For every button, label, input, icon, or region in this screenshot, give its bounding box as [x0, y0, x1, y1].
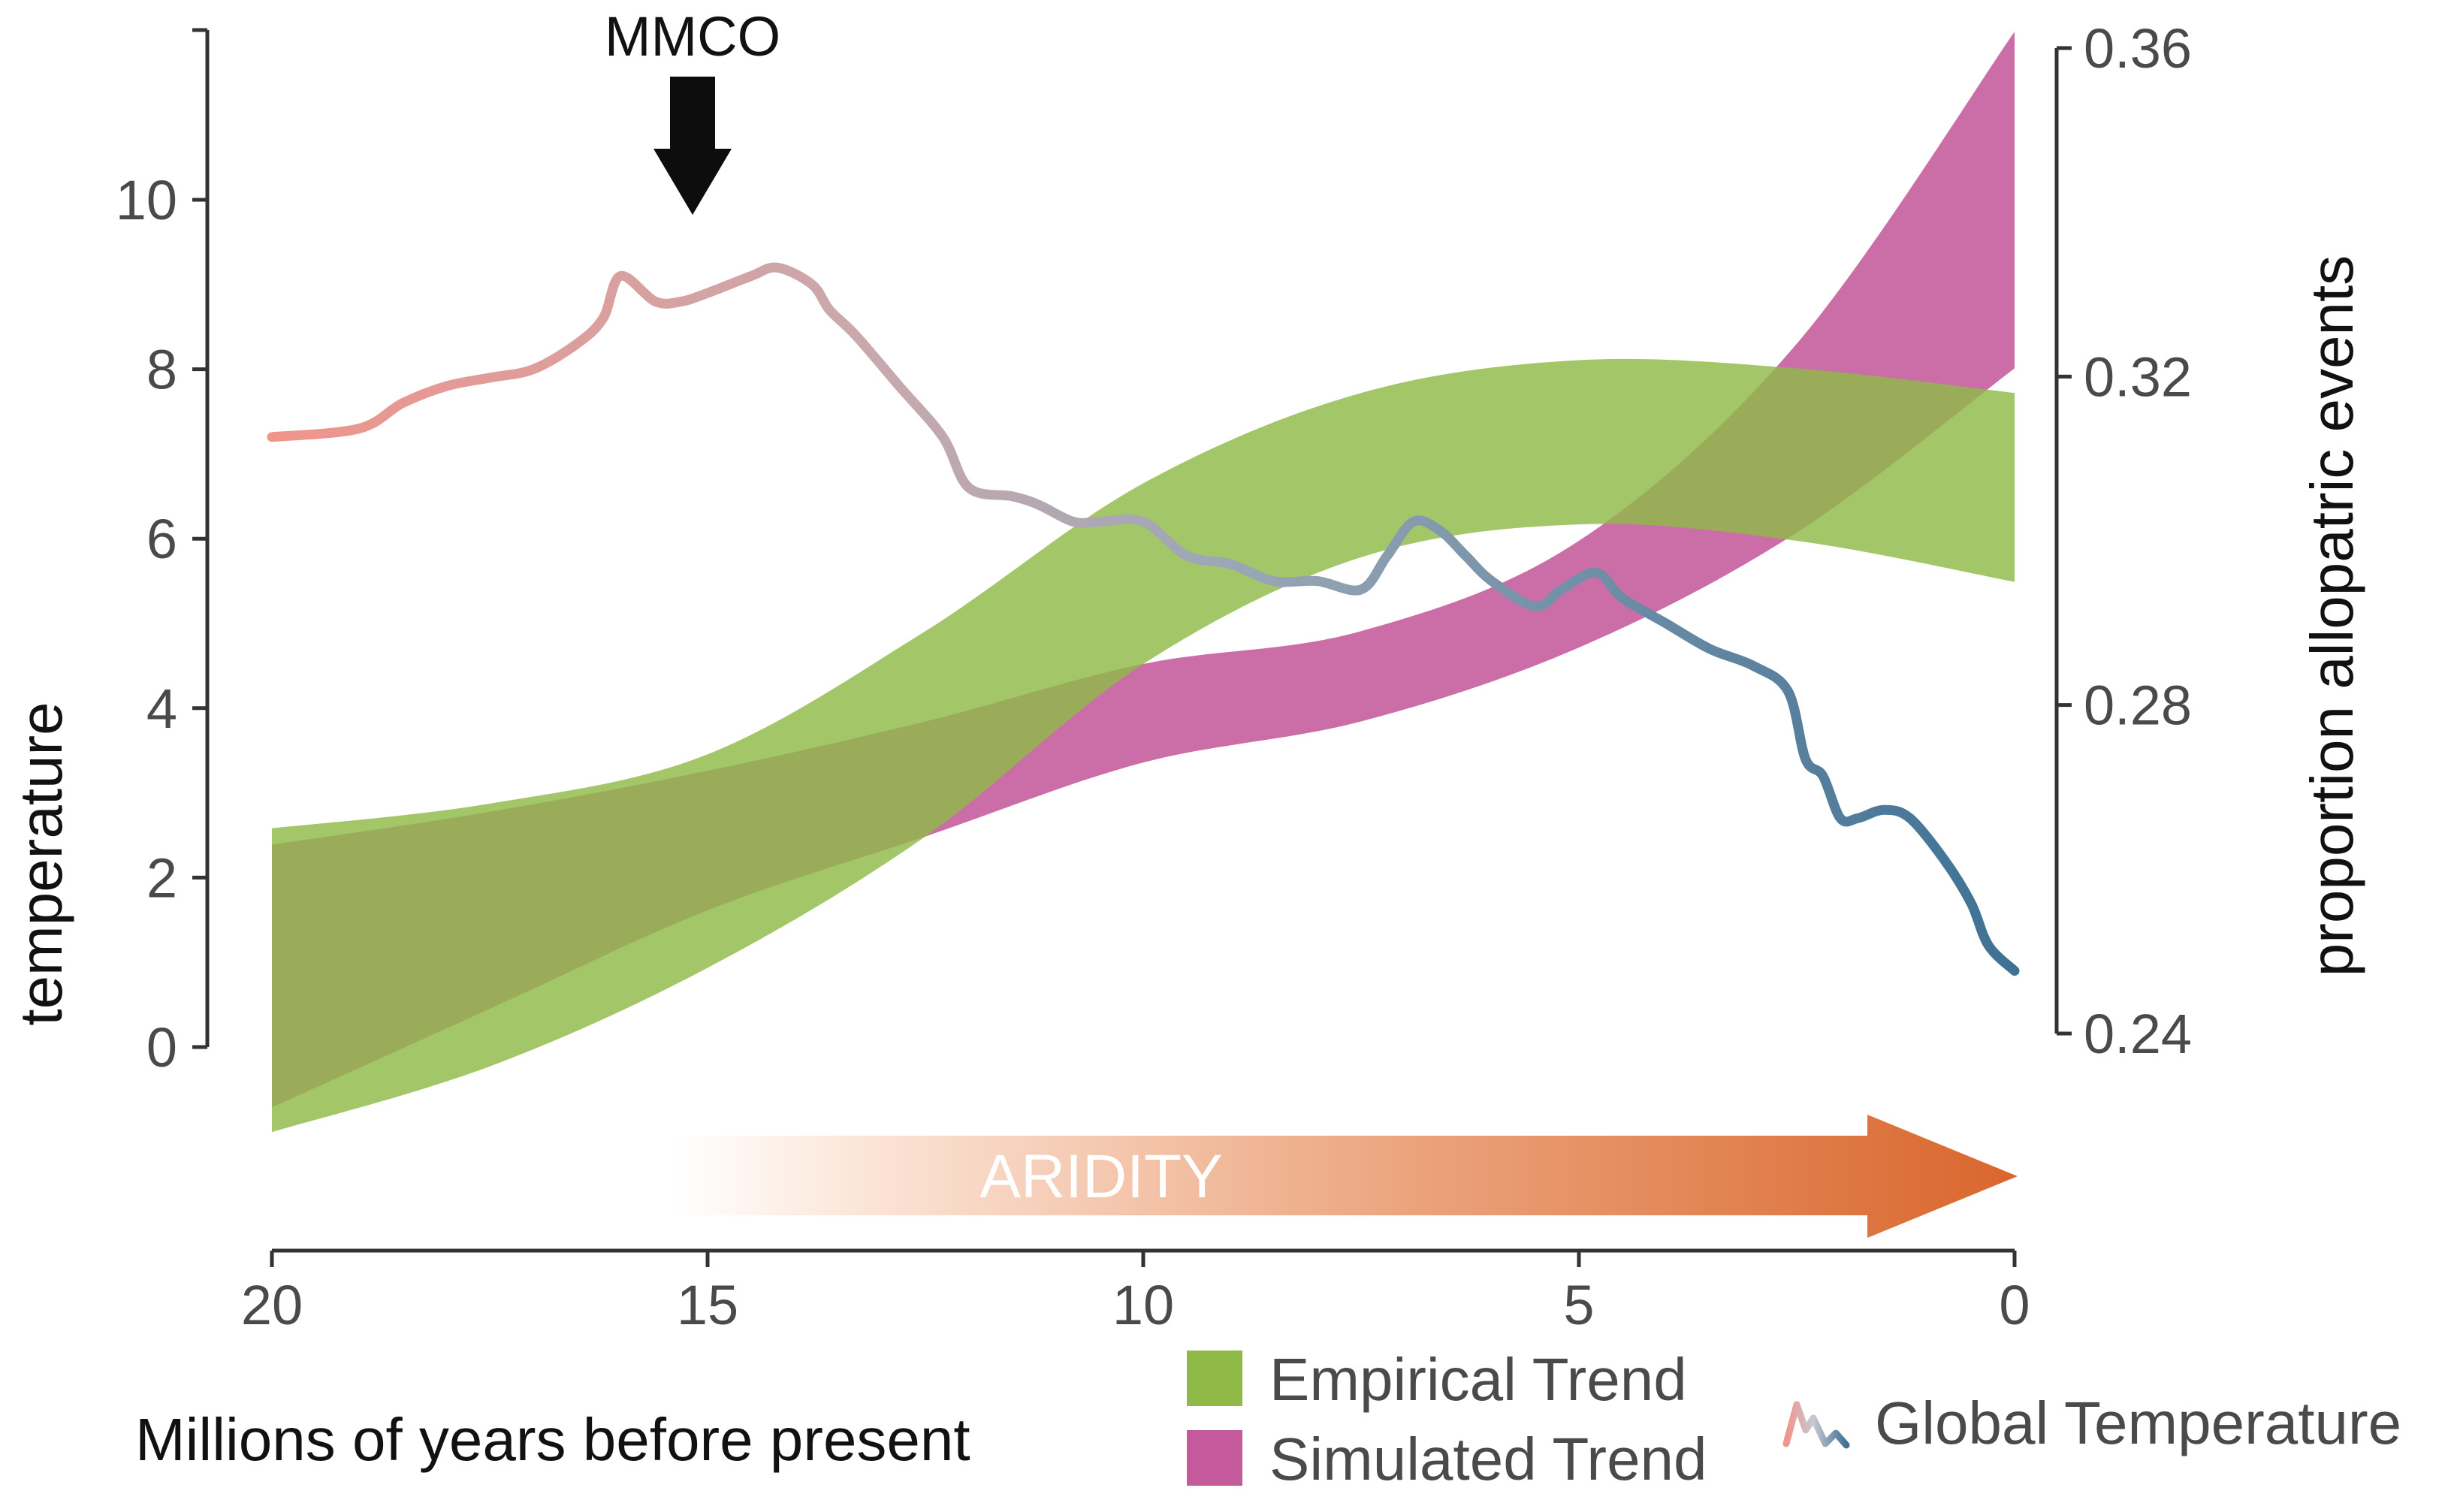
y-axis-right-title: proportion allopatric events [2299, 255, 2365, 977]
y-right-tick-label: 0.32 [2084, 346, 2192, 408]
axes: 0 2 4 6 8 10 0.24 0.28 0.32 0.36 20 15 10 5 0 [116, 17, 2192, 1336]
legend-swatch-temperature-icon [1782, 1401, 1850, 1449]
x-axis-title: Millions of years before present [135, 1406, 970, 1473]
legend-label-empirical: Empirical Trend [1269, 1346, 1687, 1413]
mmco-arrow [653, 77, 732, 215]
y-left-tick-label: 8 [146, 339, 177, 401]
legend-swatch-simulated [1187, 1430, 1242, 1486]
y-left-tick-label: 4 [146, 678, 177, 740]
aridity-label: ARIDITY [979, 1142, 1222, 1211]
y-right-tick-label: 0.24 [2084, 1003, 2192, 1065]
y-right-tick-label: 0.36 [2084, 17, 2192, 80]
legend-label-simulated: Simulated Trend [1269, 1426, 1707, 1492]
x-tick-label: 5 [1563, 1274, 1594, 1336]
y-left-tick-label: 10 [116, 169, 177, 231]
y-right-tick-label: 0.28 [2084, 675, 2192, 737]
x-tick-label: 10 [1112, 1274, 1174, 1336]
annotations: MMCO ARIDITY [605, 5, 2018, 1238]
aridity-arrow [674, 1115, 2018, 1238]
legend-swatch-empirical [1187, 1351, 1242, 1406]
legend-label-temperature: Global Temperature [1875, 1390, 2401, 1456]
y-left-tick-label: 0 [146, 1016, 177, 1079]
legend: Empirical Trend Simulated Trend Global T… [1187, 1346, 2401, 1492]
band-empirical-trend [272, 358, 2015, 1133]
y-axis-left-title: temperature [8, 702, 74, 1025]
plot-area [267, 32, 2020, 1133]
x-tick-label: 0 [1999, 1274, 2030, 1336]
x-tick-label: 20 [241, 1274, 303, 1336]
y-left-tick-label: 2 [146, 847, 177, 909]
y-left-tick-label: 6 [146, 508, 177, 570]
mmco-label: MMCO [605, 5, 780, 68]
x-tick-label: 15 [677, 1274, 738, 1336]
line-global-temperature [267, 262, 2020, 976]
